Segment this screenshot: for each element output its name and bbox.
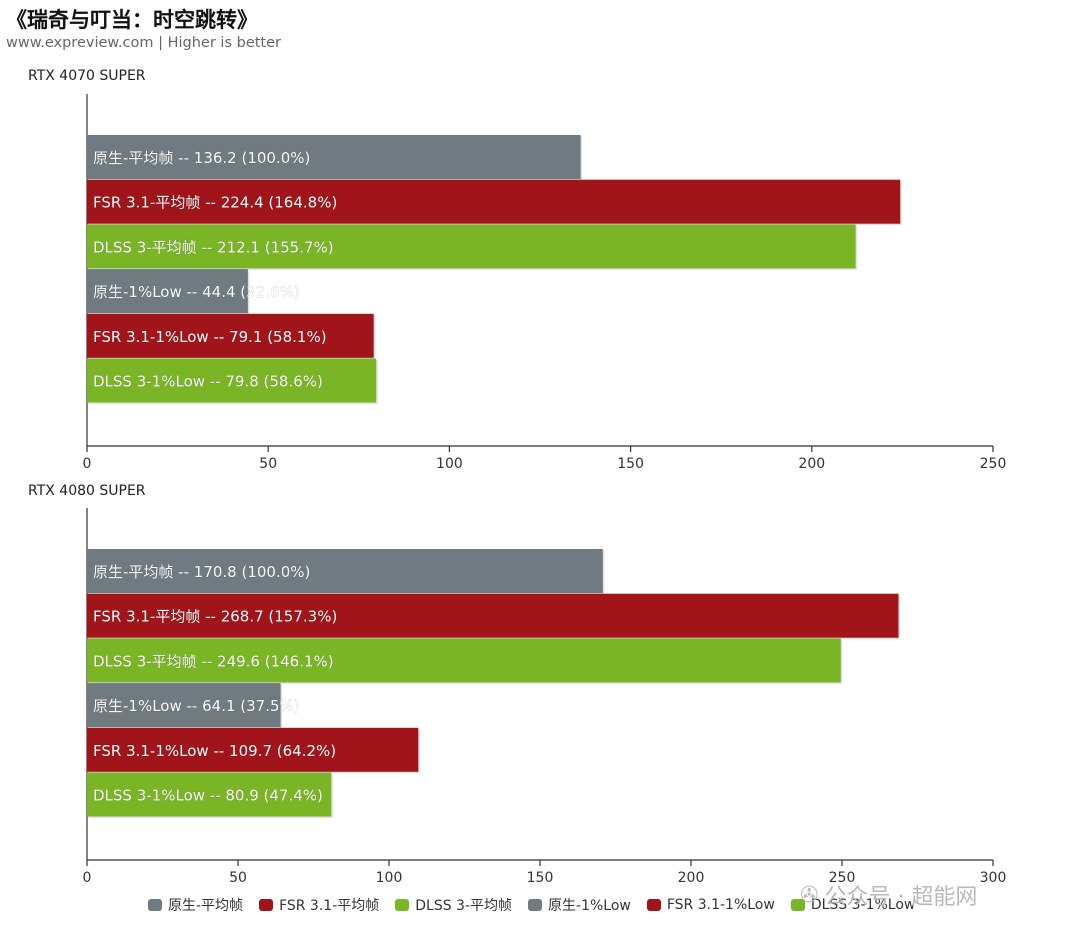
x-tick-label: 250 [980, 456, 1007, 472]
legend-swatch [395, 899, 410, 911]
bar-chart-rtx-4070-super: 0 50 100 150 200 250 原生-平均帧 -- 136.2 (100.0%) F… [83, 94, 1007, 472]
legend-label: FSR 3.1-平均帧 [279, 898, 380, 914]
legend-swatch [259, 899, 274, 911]
x-tick-label: 50 [259, 456, 277, 472]
bar-label: FSR 3.1-1%Low -- 109.7 (64.2%) [93, 742, 336, 760]
bar [87, 358, 377, 403]
legend-item: FSR 3.1-1%Low [646, 897, 775, 913]
bar-label: 原生-平均帧 -- 136.2 (100.0%) [93, 149, 310, 167]
bar [87, 135, 581, 179]
legend-label: DLSS 3-1%Low [810, 897, 916, 913]
bar-label: 原生-1%Low -- 44.4 (32.6%) [93, 283, 300, 301]
chart-subtitle: www.expreview.com | Higher is better [6, 35, 281, 51]
legend-item: 原生-1%Low [528, 895, 631, 915]
bar-label: 原生-1%Low -- 64.1 (37.5%) [93, 697, 300, 715]
bar [87, 179, 901, 224]
legend-item: DLSS 3-平均帧 [395, 895, 512, 915]
legend-swatch [646, 899, 661, 911]
bar-label: FSR 3.1-平均帧 -- 224.4 (164.8%) [93, 194, 337, 212]
x-tick-label: 0 [83, 870, 92, 886]
legend-swatch [528, 899, 543, 911]
bar-label: DLSS 3-1%Low -- 80.9 (47.4%) [93, 787, 323, 805]
legend-swatch [790, 899, 805, 911]
bar [87, 683, 281, 728]
x-tick-label: 200 [678, 870, 705, 886]
watermark-text: 公众号 · 超能网 [824, 885, 978, 910]
bar [87, 593, 899, 638]
bar-label: DLSS 3-1%Low -- 79.8 (58.6%) [93, 373, 323, 391]
legend-item: DLSS 3-1%Low [790, 897, 916, 913]
bar [87, 772, 332, 817]
bar [87, 313, 374, 358]
bar [87, 638, 841, 683]
x-tick-label: 250 [829, 870, 856, 886]
legend: 原生-平均帧 FSR 3.1-平均帧 DLSS 3-平均帧 原生-1%Low FSR 3… [148, 895, 915, 915]
x-tick-label: 50 [229, 870, 247, 886]
bar-label: FSR 3.1-平均帧 -- 268.7 (157.3%) [93, 608, 337, 626]
legend-label: DLSS 3-平均帧 [415, 898, 513, 914]
x-tick-label: 200 [798, 456, 825, 472]
bar [87, 224, 856, 269]
legend-label: 原生-1%Low [548, 898, 631, 914]
wechat-icon: ✇ [800, 882, 819, 908]
bar-label: FSR 3.1-1%Low -- 79.1 (58.1%) [93, 328, 327, 346]
x-tick-label: 150 [617, 456, 644, 472]
panel-title-4070: RTX 4070 SUPER [28, 68, 146, 84]
bar [87, 727, 419, 772]
legend-label: 原生-平均帧 [168, 898, 244, 914]
x-tick-label: 100 [436, 456, 463, 472]
bar-label: 原生-平均帧 -- 170.8 (100.0%) [93, 563, 310, 581]
bar-label: DLSS 3-平均帧 -- 212.1 (155.7%) [93, 238, 334, 256]
x-tick-label: 100 [376, 870, 403, 886]
x-tick-label: 150 [527, 870, 554, 886]
x-tick-label: 0 [83, 456, 92, 472]
bar-label: DLSS 3-平均帧 -- 249.6 (146.1%) [93, 652, 334, 670]
chart-title: 《瑞奇与叮当：时空跳转》 [6, 8, 258, 32]
legend-swatch [148, 899, 162, 911]
bar [87, 549, 603, 593]
legend-item: 原生-平均帧 [148, 895, 243, 915]
legend-label: FSR 3.1-1%Low [666, 897, 775, 913]
x-tick-label: 300 [980, 870, 1007, 886]
bar-chart-rtx-4080-super: 0 50 100 150 200 250 300 原生-平均帧 -- 170.8 (100.0… [83, 508, 1007, 886]
panel-title-4080: RTX 4080 SUPER [28, 483, 146, 499]
legend-item: FSR 3.1-平均帧 [259, 895, 379, 915]
watermark: ✇ 公众号 · 超能网 [800, 879, 977, 911]
bar [87, 269, 248, 314]
